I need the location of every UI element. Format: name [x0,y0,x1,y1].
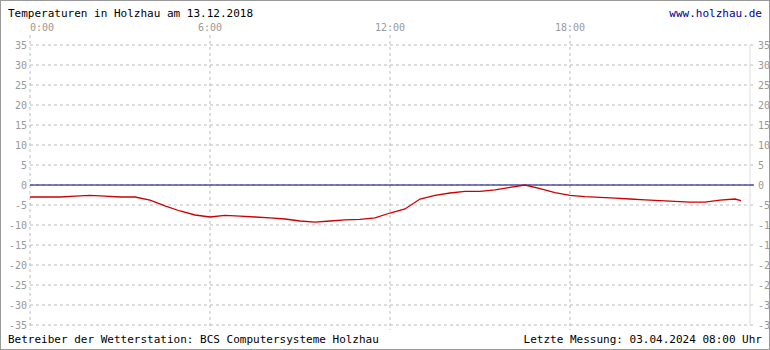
grid-line [570,35,571,330]
y-tick-label: 35 [15,40,27,51]
grid-line [30,145,754,146]
footer-left: Betreiber der Wetterstation: BCS Compute… [8,333,379,346]
y-tick-label: -30 [758,300,770,311]
temperature-line [30,185,741,222]
grid-line [30,65,754,66]
grid-line [30,105,754,106]
y-tick-label: 20 [758,100,770,111]
x-tick-label: 6:00 [198,22,222,33]
y-tick-label: 30 [15,60,27,71]
y-tick-label: 35 [758,40,770,51]
grid-line [30,125,754,126]
y-tick-label: -35 [9,320,27,331]
y-tick-label: -10 [758,220,770,231]
y-tick-label: 20 [15,100,27,111]
grid-line [30,245,754,246]
grid-line [210,35,211,330]
grid-line [30,225,754,226]
y-tick-label: -25 [758,280,770,291]
chart: -35 -35 -30 -30 -25 -25 -20 -20 -15 -15 -10 -10 -5 -5… [0,0,770,350]
y-tick-label: 30 [758,60,770,71]
grid-line [30,325,754,326]
y-tick-label: -20 [758,260,770,271]
grid-line [30,265,754,266]
footer-right: Letzte Messung: 03.04.2024 08:00 Uhr [524,333,763,346]
y-tick-label: -35 [758,320,770,331]
plot-area [30,185,741,222]
y-tick-label: 15 [15,120,27,131]
y-tick-label: -30 [9,300,27,311]
grid-line [30,205,754,206]
grid-line [30,185,754,186]
link: www.holzhau.de [669,7,762,20]
y-tick-label: -10 [9,220,27,231]
border [1,1,770,350]
y-tick-label: -5 [15,200,27,211]
y-tick-label: -15 [758,240,770,251]
x-tick-label: 18:00 [555,22,585,33]
grid-line [30,35,31,330]
y-tick-label: -5 [758,200,770,211]
grid-line [30,305,754,306]
y-tick-label: 0 [21,180,27,191]
title: Temperaturen in Holzhau am 13.12.2018 [8,7,253,20]
x-tick-label: 0:00 [30,22,54,33]
x-tick-label: 12:00 [375,22,405,33]
zero-axis [30,185,754,186]
y-tick-label: 0 [758,180,764,191]
y-tick-label: 25 [758,80,770,91]
grid-line [30,85,754,86]
grid-line [30,45,754,46]
grid-line [30,285,754,286]
y-tick-label: 5 [758,160,764,171]
y-tick-label: 5 [21,160,27,171]
y-tick-label: -15 [9,240,27,251]
y-tick-label: 15 [758,120,770,131]
grid-line [390,35,391,330]
y-tick-label: 10 [758,140,770,151]
y-tick-label: -20 [9,260,27,271]
y-tick-label: 25 [15,80,27,91]
y-tick-label: -25 [9,280,27,291]
grid-line [30,165,754,166]
y-tick-label: 10 [15,140,27,151]
